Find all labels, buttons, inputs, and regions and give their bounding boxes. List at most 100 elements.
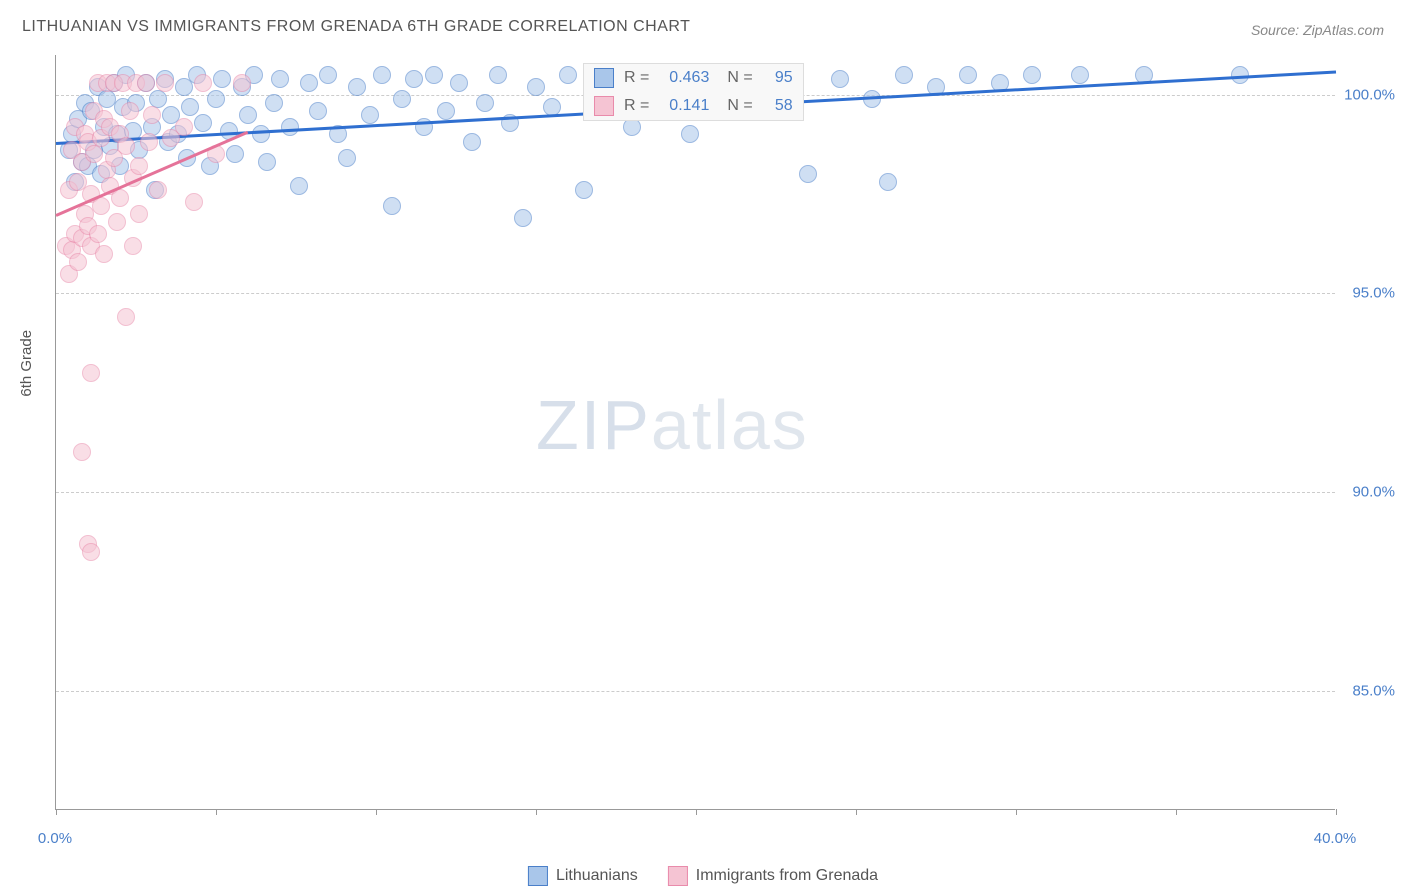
x-tick	[1336, 809, 1337, 815]
data-point	[137, 74, 155, 92]
data-point	[95, 245, 113, 263]
data-point	[463, 133, 481, 151]
data-point	[239, 106, 257, 124]
data-point	[405, 70, 423, 88]
watermark: ZIPatlas	[536, 385, 809, 465]
data-point	[1023, 66, 1041, 84]
data-point	[252, 125, 270, 143]
data-point	[300, 74, 318, 92]
gridline	[56, 492, 1335, 493]
stats-legend: R = 0.463 N = 95 R = 0.141 N = 58	[583, 63, 804, 121]
legend-label: Immigrants from Grenada	[696, 867, 878, 885]
data-point	[121, 102, 139, 120]
data-point	[82, 543, 100, 561]
y-tick-label: 85.0%	[1352, 682, 1395, 699]
legend-item-lithuanians: Lithuanians	[528, 866, 638, 886]
data-point	[194, 74, 212, 92]
x-tick	[856, 809, 857, 815]
data-point	[348, 78, 366, 96]
data-point	[489, 66, 507, 84]
y-tick-label: 95.0%	[1352, 285, 1395, 302]
data-point	[117, 137, 135, 155]
data-point	[194, 114, 212, 132]
data-point	[130, 157, 148, 175]
stat-label: N =	[727, 69, 752, 87]
data-point	[559, 66, 577, 84]
data-point	[69, 253, 87, 271]
data-point	[149, 181, 167, 199]
data-point	[361, 106, 379, 124]
data-point	[281, 118, 299, 136]
data-point	[130, 205, 148, 223]
data-point	[476, 94, 494, 112]
x-tick-label: 40.0%	[1314, 830, 1357, 847]
data-point	[373, 66, 391, 84]
data-point	[1071, 66, 1089, 84]
data-point	[89, 225, 107, 243]
x-tick	[56, 809, 57, 815]
stat-value: 95	[763, 69, 793, 87]
stats-legend-row: R = 0.141 N = 58	[584, 92, 803, 120]
data-point	[156, 74, 174, 92]
x-tick-label: 0.0%	[38, 830, 72, 847]
data-point	[124, 237, 142, 255]
legend-label: Lithuanians	[556, 867, 638, 885]
x-tick	[1176, 809, 1177, 815]
legend-bottom: Lithuanians Immigrants from Grenada	[528, 866, 878, 886]
data-point	[393, 90, 411, 108]
data-point	[82, 364, 100, 382]
data-point	[799, 165, 817, 183]
data-point	[140, 133, 158, 151]
chart-title: LITHUANIAN VS IMMIGRANTS FROM GRENADA 6T…	[22, 18, 690, 36]
x-tick	[376, 809, 377, 815]
x-tick	[1016, 809, 1017, 815]
data-point	[338, 149, 356, 167]
data-point	[175, 118, 193, 136]
y-tick-label: 100.0%	[1344, 86, 1395, 103]
data-point	[309, 102, 327, 120]
data-point	[831, 70, 849, 88]
data-point	[450, 74, 468, 92]
data-point	[681, 125, 699, 143]
data-point	[895, 66, 913, 84]
stat-value: 0.141	[659, 97, 709, 115]
x-tick	[536, 809, 537, 815]
gridline	[56, 691, 1335, 692]
data-point	[185, 193, 203, 211]
swatch-icon	[528, 866, 548, 886]
stat-label: N =	[727, 97, 752, 115]
data-point	[108, 213, 126, 231]
data-point	[73, 443, 91, 461]
data-point	[117, 308, 135, 326]
data-point	[959, 66, 977, 84]
source-attribution: Source: ZipAtlas.com	[1251, 22, 1384, 38]
gridline	[56, 293, 1335, 294]
x-tick	[216, 809, 217, 815]
data-point	[575, 181, 593, 199]
legend-item-grenada: Immigrants from Grenada	[668, 866, 878, 886]
data-point	[271, 70, 289, 88]
scatter-plot-area: ZIPatlas 85.0%90.0%95.0%100.0%	[55, 55, 1335, 810]
stats-legend-row: R =0.463N =95	[584, 64, 803, 92]
data-point	[879, 173, 897, 191]
y-axis-label: 6th Grade	[18, 330, 35, 397]
data-point	[265, 94, 283, 112]
data-point	[207, 90, 225, 108]
data-point	[290, 177, 308, 195]
x-tick	[696, 809, 697, 815]
stat-value: 0.463	[659, 69, 709, 87]
data-point	[258, 153, 276, 171]
stat-value: 58	[763, 97, 793, 115]
data-point	[181, 98, 199, 116]
data-point	[233, 74, 251, 92]
data-point	[437, 102, 455, 120]
data-point	[226, 145, 244, 163]
swatch-icon	[594, 68, 614, 88]
swatch-icon	[668, 866, 688, 886]
stat-label: R =	[624, 97, 649, 115]
data-point	[425, 66, 443, 84]
data-point	[383, 197, 401, 215]
data-point	[213, 70, 231, 88]
data-point	[527, 78, 545, 96]
y-tick-label: 90.0%	[1352, 484, 1395, 501]
